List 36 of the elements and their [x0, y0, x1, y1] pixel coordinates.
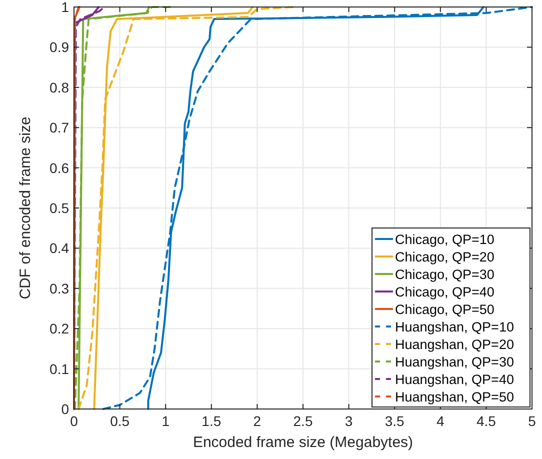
y-tick-label: 0	[61, 401, 70, 417]
x-tick-label: 2	[253, 413, 262, 429]
legend-label: Huangshan, QP=10	[395, 320, 514, 334]
y-tick-label: 0.9	[50, 39, 70, 56]
x-tick-label: 4	[436, 413, 444, 429]
legend-label: Chicago, QP=40	[395, 284, 494, 300]
legend-label: Chicago, QP=10	[395, 232, 494, 247]
line-series	[102, 6, 533, 410]
line-series	[78, 6, 295, 410]
x-axis-title: Encoded frame size (Megabytes)	[192, 434, 414, 451]
legend-label: Huangshan, QP=20	[395, 337, 514, 352]
x-tick-label: 3.5	[384, 413, 405, 429]
legend-label: Chicago, QP=50	[395, 302, 494, 317]
y-tick-label: 0.1	[50, 360, 70, 377]
y-axis-title: CDF of encoded frame size	[17, 116, 34, 300]
x-tick-label: 1.5	[202, 413, 222, 429]
legend-label: Huangshan, QP=40	[395, 372, 514, 387]
y-tick-label: 0.8	[50, 79, 70, 96]
x-tick-label: 2.5	[293, 413, 313, 429]
x-tick-label: 1	[162, 413, 170, 429]
y-tick-label: 0.6	[50, 160, 70, 176]
legend-label: Chicago, QP=20	[395, 250, 494, 264]
y-tick-label: 0.3	[50, 280, 70, 296]
legend-label: Huangshan, QP=50	[395, 390, 514, 404]
x-tick-label: 4.5	[476, 413, 496, 429]
x-tick-label: 0.5	[110, 413, 130, 429]
y-tick-label: 1	[61, 0, 70, 15]
legend-label: Huangshan, QP=30	[395, 354, 514, 370]
legend-label: Chicago, QP=30	[395, 267, 494, 282]
x-tick-label: 5	[528, 413, 536, 429]
y-tick-label: 0.2	[50, 320, 70, 337]
y-tick-label: 0.4	[50, 240, 70, 256]
x-tick-label: 3	[344, 413, 353, 429]
y-tick-label: 0.7	[50, 120, 70, 136]
line-series	[74, 6, 172, 410]
y-tick-label: 0.5	[50, 200, 70, 216]
